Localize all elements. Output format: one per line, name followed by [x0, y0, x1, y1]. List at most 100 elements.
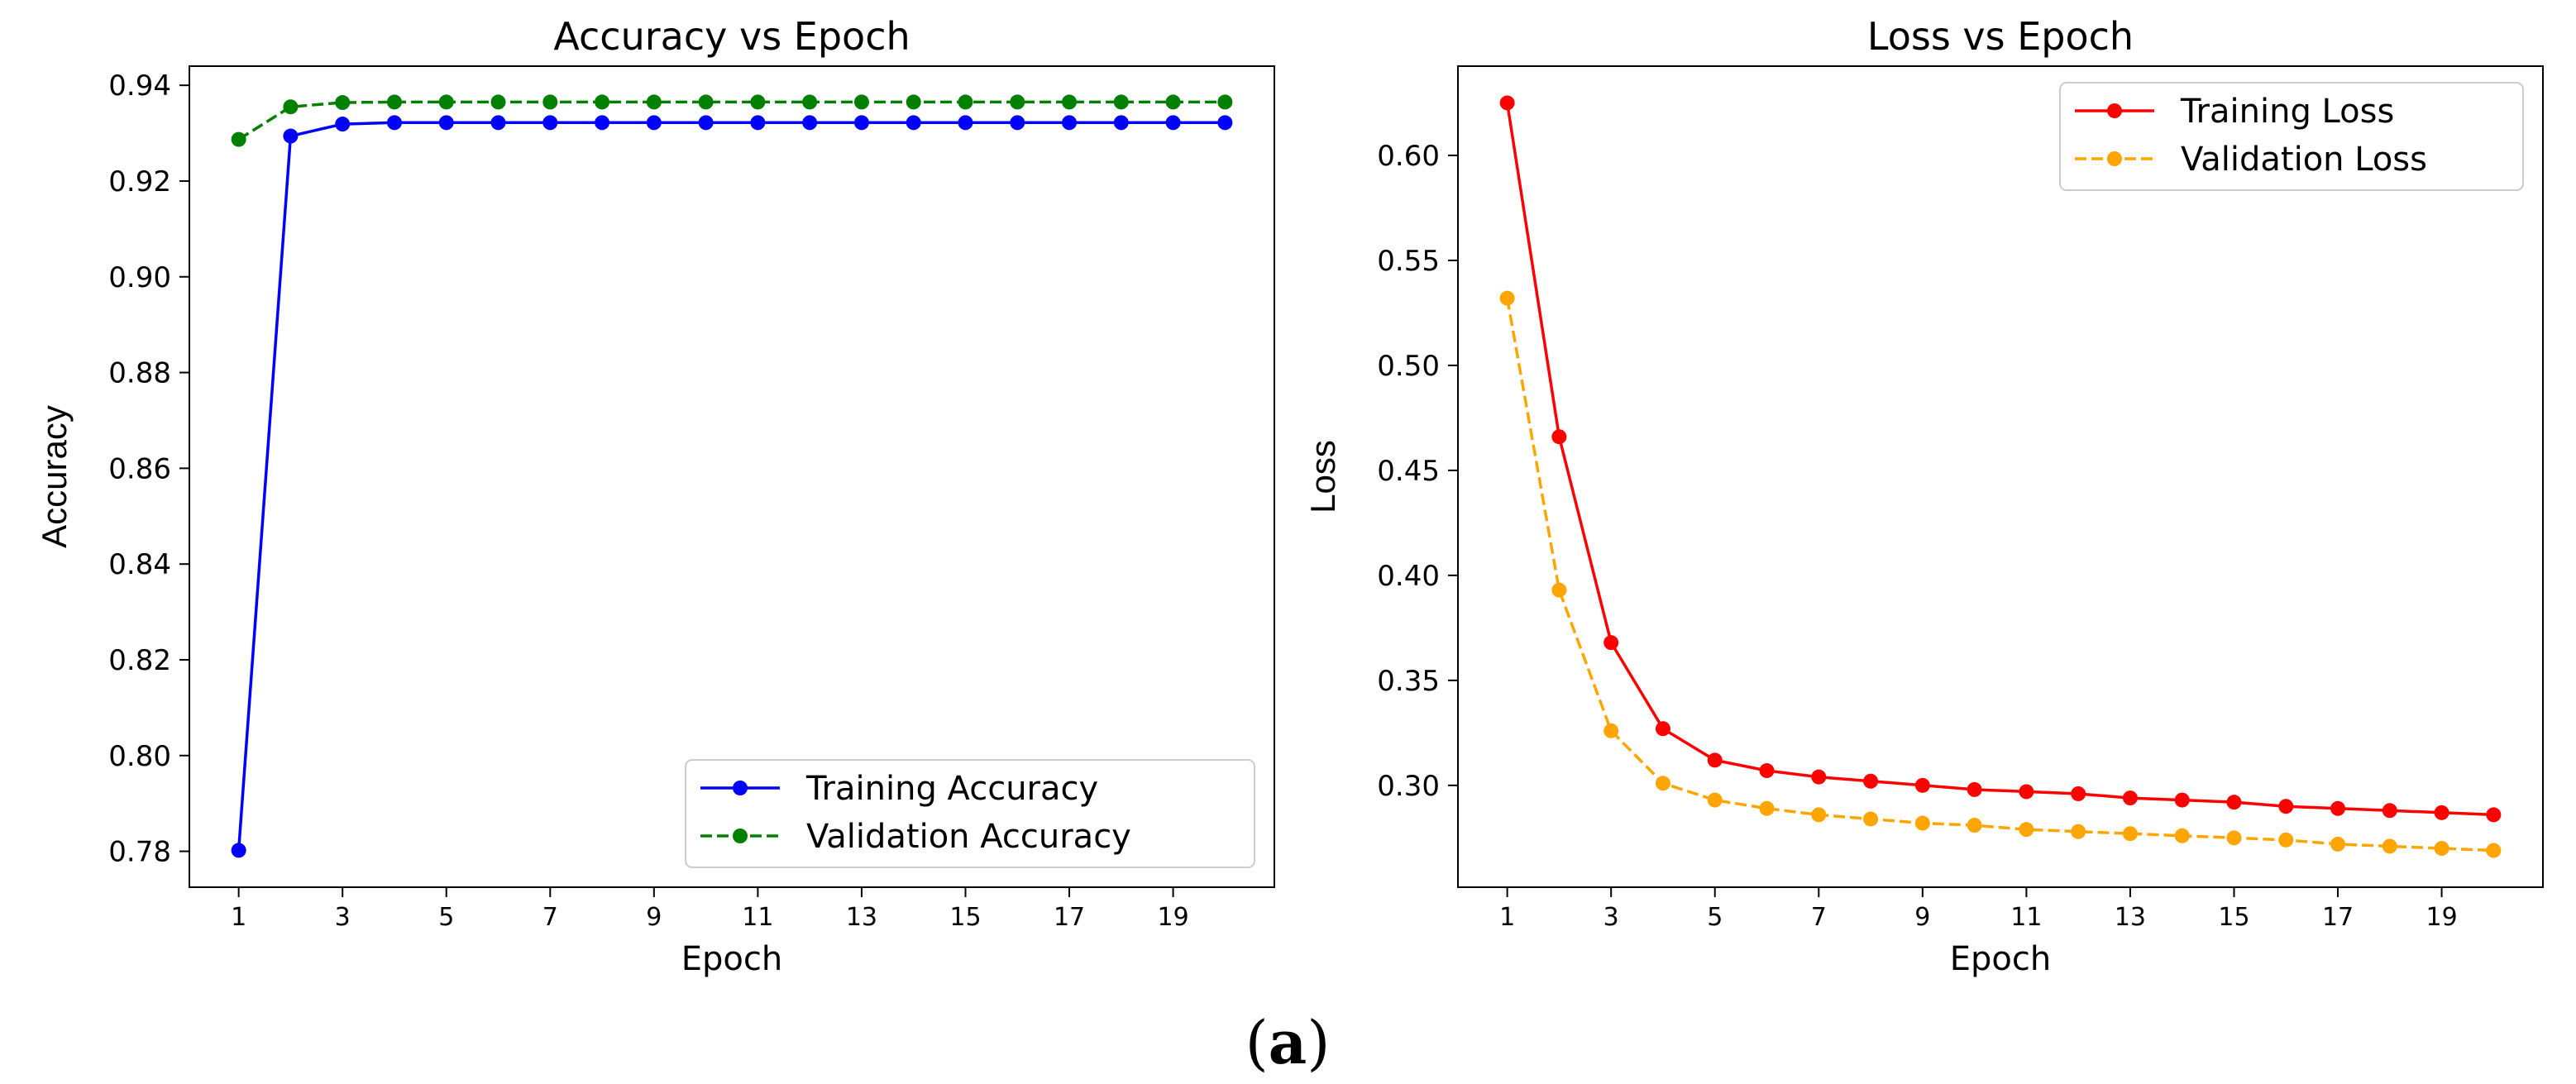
data-point	[1811, 769, 1827, 785]
data-point	[1113, 115, 1129, 131]
x-tick-label: 13	[2115, 903, 2146, 932]
legend: Training Accuracy Validation Accuracy	[685, 759, 1255, 868]
data-point	[906, 115, 921, 131]
data-point	[2486, 807, 2502, 823]
data-point	[698, 94, 714, 110]
data-point	[1655, 721, 1670, 737]
data-point	[802, 94, 818, 110]
y-tick-label: 0.35	[1377, 665, 1440, 698]
data-point	[283, 99, 299, 115]
data-point	[1759, 763, 1775, 779]
y-axis-label: Accuracy	[35, 405, 74, 548]
x-tick-label: 19	[2425, 903, 2457, 932]
y-axis-label: Loss	[1303, 440, 1342, 513]
series-line	[1505, 103, 2494, 817]
data-point	[2382, 803, 2397, 819]
x-tick-label: 7	[1811, 903, 1827, 932]
x-tick-label: 17	[2322, 903, 2354, 932]
series-line	[1505, 298, 2494, 852]
data-point	[2382, 838, 2397, 854]
y-tick-label: 0.80	[108, 740, 171, 773]
data-point	[283, 128, 299, 144]
data-point	[646, 115, 662, 131]
y-tick-label: 0.78	[108, 836, 171, 869]
data-point	[1863, 811, 1879, 827]
y-tick-label: 0.82	[108, 644, 171, 677]
series-line	[237, 100, 1226, 141]
chart-panel-2: Loss vs Epoch 0.30 0.35 0.40 0.45 0.50 0.55 0.6…	[1303, 14, 2544, 978]
data-point	[335, 95, 351, 111]
data-point	[1551, 582, 1567, 598]
data-point	[2226, 795, 2242, 810]
data-point	[2278, 832, 2294, 848]
data-point	[1165, 94, 1181, 110]
legend-label: Validation Accuracy	[806, 818, 1131, 856]
data-point	[542, 115, 558, 131]
data-point	[1499, 290, 1515, 306]
y-tick-label: 0.84	[108, 548, 171, 581]
data-point	[698, 115, 714, 131]
data-point	[1603, 635, 1619, 651]
data-point	[750, 115, 766, 131]
y-tick-label: 0.30	[1377, 770, 1440, 803]
data-point	[802, 115, 818, 131]
data-point	[231, 843, 246, 858]
x-tick-label: 1	[231, 903, 246, 932]
x-tick-label: 17	[1054, 903, 1085, 932]
data-point	[958, 94, 973, 110]
y-tick-label: 0.40	[1377, 560, 1440, 593]
x-tick-label: 5	[438, 903, 454, 932]
y-tick-label: 0.86	[108, 452, 171, 485]
legend-marker	[733, 781, 748, 795]
x-tick-label: 3	[1603, 903, 1619, 932]
data-point	[2174, 828, 2190, 843]
x-tick-label: 1	[1499, 903, 1515, 932]
data-point	[853, 115, 869, 131]
plot-frame	[189, 65, 1275, 888]
data-point	[595, 94, 610, 110]
data-point	[2486, 843, 2502, 858]
legend-marker	[733, 829, 748, 843]
x-tick-label: 3	[335, 903, 351, 932]
legend-box	[685, 759, 1255, 868]
data-point	[1113, 94, 1129, 110]
legend: Training Loss Validation Loss	[2059, 82, 2524, 191]
data-point	[1863, 773, 1879, 789]
data-point	[1914, 815, 1930, 831]
y-tick-label: 0.55	[1377, 245, 1440, 278]
data-point	[2434, 841, 2449, 857]
data-point	[231, 131, 246, 147]
data-point	[1165, 115, 1181, 131]
figure-caption: (a)	[1245, 1007, 1331, 1077]
data-point	[2122, 790, 2138, 806]
legend-marker	[2107, 103, 2122, 118]
data-point	[2071, 786, 2086, 801]
x-tick-label: 15	[2218, 903, 2249, 932]
data-point	[2330, 836, 2346, 852]
data-point	[2434, 805, 2449, 820]
x-tick-label: 13	[846, 903, 877, 932]
data-point	[1062, 94, 1078, 110]
data-point	[2278, 799, 2294, 814]
data-point	[750, 94, 766, 110]
data-point	[1217, 94, 1233, 110]
data-point	[2226, 830, 2242, 846]
x-tick-label: 11	[2010, 903, 2042, 932]
legend-label: Training Accuracy	[805, 770, 1098, 808]
chart-panel-1: Accuracy vs Epoch 0.78 0.80 0.82 0.84 0.86 0.8…	[35, 14, 1275, 978]
y-tick-label: 0.50	[1377, 350, 1440, 383]
legend-label: Validation Loss	[2181, 141, 2427, 179]
data-point	[1707, 752, 1723, 768]
data-point	[1010, 115, 1025, 131]
data-point	[1811, 807, 1827, 823]
data-point	[1010, 94, 1025, 110]
data-point	[2019, 822, 2034, 838]
x-axis-label: Epoch	[681, 940, 782, 978]
data-point	[2330, 800, 2346, 816]
data-point	[595, 115, 610, 131]
data-point	[2174, 792, 2190, 808]
data-point	[386, 94, 402, 110]
y-tick-label: 0.45	[1377, 455, 1440, 488]
data-point	[542, 94, 558, 110]
